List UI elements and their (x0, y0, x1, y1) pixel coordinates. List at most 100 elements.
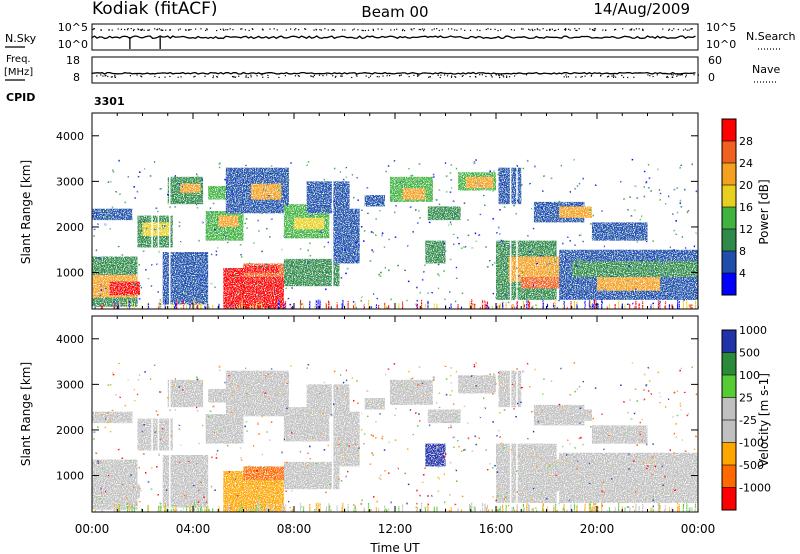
power-scatter-point (624, 230, 627, 232)
noise-search-point (602, 29, 604, 31)
power-near-range-streak (283, 303, 285, 309)
noise-search-point (393, 29, 395, 31)
power-scatter-point (578, 182, 581, 185)
noise-search-point (479, 29, 481, 32)
power-scatter-point (441, 254, 444, 256)
power-scatter-point (231, 191, 234, 194)
velocity-scatter-point (520, 401, 522, 404)
velocity-scatter-point (97, 460, 100, 463)
power-near-range-streak (657, 300, 660, 309)
nave-point (498, 75, 500, 77)
noise-search-point (431, 29, 433, 31)
power-scatter-point (112, 170, 115, 173)
power-scatter-point (518, 275, 520, 278)
velocity-scatter-point (495, 382, 497, 385)
power-scatter-point (510, 246, 513, 248)
velocity-scatter-point (307, 464, 309, 467)
nave-point (606, 76, 609, 78)
power-scatter-point (387, 165, 390, 167)
noise-search-point (591, 29, 594, 31)
power-near-range-streak (292, 305, 294, 309)
nave-point (439, 76, 441, 79)
power-scatter-point (630, 215, 633, 217)
velocity-scatter-point (438, 392, 441, 394)
y-tick-label: 2000 (56, 424, 84, 437)
velocity-scatter-point (620, 384, 622, 386)
velocity-scatter-point (228, 471, 230, 473)
velocity-near-range-streak (204, 508, 206, 512)
power-scatter-point (209, 207, 212, 210)
noise-search-point (143, 29, 145, 31)
velocity-scatter-point (345, 379, 348, 382)
x-tick-label: 20:00 (580, 522, 615, 536)
noise-search-point (377, 28, 379, 30)
power-scatter-point (626, 303, 629, 305)
velocity-scatter-point (309, 412, 312, 415)
noise-search-point (642, 29, 644, 32)
power-scatter-point (667, 195, 670, 198)
power-scatter-point (144, 168, 146, 170)
power-near-range-streak (448, 306, 451, 309)
velocity-scatter-point (409, 409, 412, 411)
velocity-near-range-streak (420, 502, 423, 512)
power-scatter-point (506, 193, 508, 196)
noise-search-point (510, 29, 513, 31)
power-scatter-point (133, 283, 135, 286)
velocity-scatter-point (522, 370, 525, 373)
power-scatter-point (643, 170, 646, 173)
velocity-scatter-point (475, 385, 478, 387)
power-scatter-point (195, 173, 198, 176)
power-scatter-point (138, 297, 141, 300)
power-scatter-point (223, 234, 225, 236)
power-scatter-point (169, 206, 171, 209)
power-scatter-point (443, 298, 446, 301)
velocity-echo-region (306, 384, 350, 417)
velocity-scatter-point (636, 400, 639, 402)
power-scatter-point (325, 288, 327, 291)
power-scatter-point (233, 271, 236, 274)
velocity-scatter-point (679, 369, 681, 372)
power-scatter-point (558, 200, 561, 203)
noise-search-point (169, 29, 171, 31)
power-scatter-point (119, 193, 121, 196)
nave-point (652, 75, 654, 78)
noise-search-point (576, 29, 578, 32)
nave-point (351, 76, 353, 79)
noise-search-point (555, 29, 557, 31)
velocity-scatter-point (435, 402, 438, 404)
velocity-scatter-point (415, 412, 417, 414)
velocity-near-range-streak (283, 506, 285, 512)
power-scatter-point (164, 282, 166, 284)
nave-point (114, 76, 116, 78)
power-scatter-point (681, 236, 684, 238)
velocity-scatter-point (336, 387, 339, 390)
velocity-near-range-streak (562, 507, 564, 512)
velocity-scatter-point (416, 425, 419, 427)
velocity-scatter-point (383, 449, 386, 451)
power-near-range-streak (160, 300, 162, 309)
nave-point (462, 74, 464, 77)
noise-search-point (476, 29, 478, 31)
power-scatter-point (695, 190, 698, 193)
nave-point (408, 75, 410, 78)
velocity-near-range-streak (175, 504, 177, 512)
velocity-near-range-streak (147, 506, 150, 512)
power-scatter-point (645, 264, 648, 267)
nave-point (417, 74, 419, 76)
power-scatter-point (659, 192, 662, 195)
power-near-range-streak (457, 304, 459, 309)
power-scatter-point (601, 287, 603, 290)
power-scatter-point (635, 288, 637, 290)
power-scatter-point (102, 265, 104, 267)
velocity-scatter-point (138, 500, 141, 503)
velocity-scatter-point (422, 394, 424, 397)
velocity-scatter-point (418, 366, 421, 369)
noise-search-point (285, 29, 287, 31)
velocity-scatter-point (207, 424, 209, 427)
velocity-scatter-point (370, 434, 373, 436)
power-scatter-point (287, 297, 290, 300)
power-scatter-point (636, 273, 638, 275)
velocity-near-range-streak (398, 506, 400, 512)
velocity-near-range-streak (556, 509, 558, 512)
velocity-scatter-point (134, 487, 137, 490)
